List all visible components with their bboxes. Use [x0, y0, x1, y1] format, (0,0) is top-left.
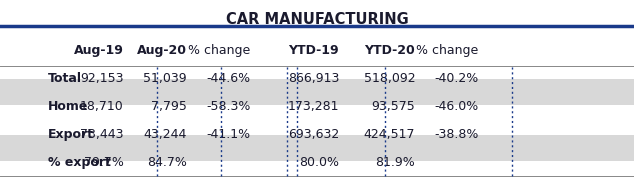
Text: % export: % export [48, 156, 110, 169]
Text: 84.7%: 84.7% [147, 156, 187, 169]
Text: 866,913: 866,913 [288, 72, 339, 85]
Bar [0, 135, 634, 161]
Bar [0, 79, 634, 105]
Text: Total: Total [48, 72, 82, 85]
Text: Aug-19: Aug-19 [74, 44, 124, 57]
Text: 43,244: 43,244 [144, 128, 187, 141]
Text: -38.8%: -38.8% [434, 128, 479, 141]
Text: 7,795: 7,795 [151, 100, 187, 113]
Text: 80.0%: 80.0% [299, 156, 339, 169]
Text: -44.6%: -44.6% [206, 72, 250, 85]
Text: Home: Home [48, 100, 88, 113]
Text: 424,517: 424,517 [364, 128, 415, 141]
Text: 93,575: 93,575 [372, 100, 415, 113]
Text: -41.1%: -41.1% [206, 128, 250, 141]
Text: Export: Export [48, 128, 94, 141]
Text: YTD-20: YTD-20 [365, 44, 415, 57]
Text: 51,039: 51,039 [143, 72, 187, 85]
Text: YTD-19: YTD-19 [288, 44, 339, 57]
Text: % change: % change [417, 44, 479, 57]
Text: -58.3%: -58.3% [206, 100, 250, 113]
Text: 173,281: 173,281 [288, 100, 339, 113]
Text: 81.9%: 81.9% [375, 156, 415, 169]
Text: 73,443: 73,443 [80, 128, 124, 141]
Text: 518,092: 518,092 [364, 72, 415, 85]
Text: % change: % change [188, 44, 250, 57]
Text: CAR MANUFACTURING: CAR MANUFACTURING [226, 12, 408, 27]
Text: 693,632: 693,632 [288, 128, 339, 141]
Text: -46.0%: -46.0% [434, 100, 479, 113]
Text: 18,710: 18,710 [80, 100, 124, 113]
Text: Aug-20: Aug-20 [137, 44, 187, 57]
Text: 92,153: 92,153 [80, 72, 124, 85]
Text: 79.7%: 79.7% [84, 156, 124, 169]
Text: -40.2%: -40.2% [434, 72, 479, 85]
